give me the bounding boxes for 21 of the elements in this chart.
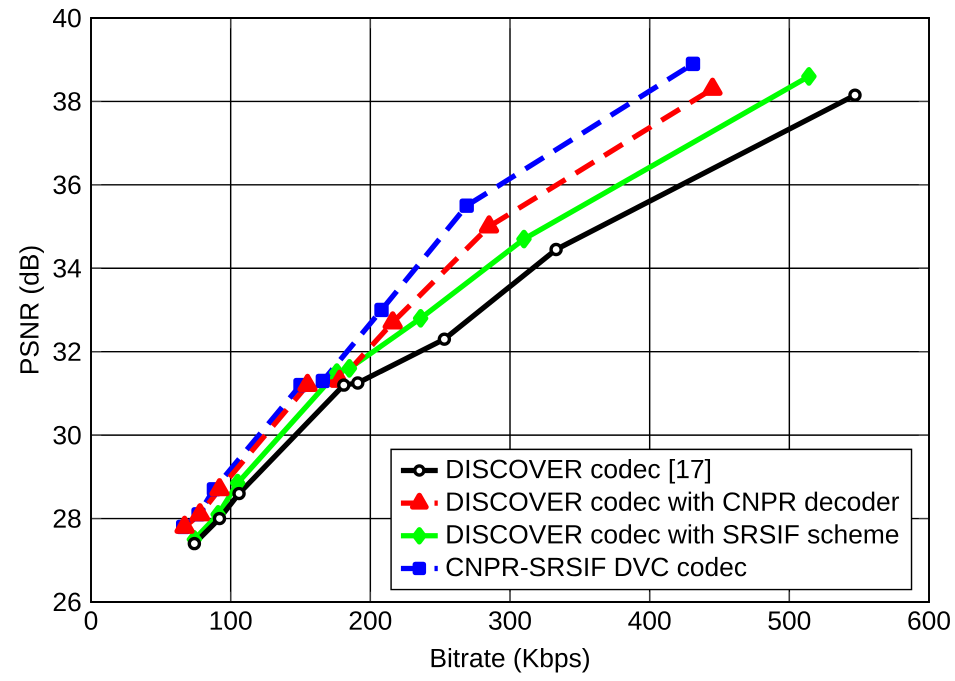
y-tick-label: 34 (53, 258, 81, 278)
y-axis-title: PSNR (dB) (19, 246, 44, 374)
x-tick-label: 600 (908, 611, 950, 630)
x-tick-label: 100 (210, 611, 252, 630)
y-tick-label: 38 (53, 92, 81, 111)
legend-label: DISCOVER codec with SRSIF scheme (447, 524, 898, 544)
x-tick-label: 500 (768, 611, 810, 630)
y-tick-label: 40 (53, 8, 81, 28)
x-tick-label: 300 (489, 611, 531, 630)
x-tick-label: 200 (350, 611, 392, 630)
y-tick-label: 26 (54, 592, 81, 612)
y-tick-label: 28 (54, 509, 81, 528)
x-tick-label: 0 (84, 611, 98, 630)
legend-label: DISCOVER codec with CNPR decoder (447, 492, 900, 511)
x-tick-label: 400 (628, 611, 671, 630)
legend-label: DISCOVER codec [17] (447, 458, 710, 484)
y-tick-label: 32 (53, 342, 80, 362)
x-axis-title: Bitrate (Kbps) (432, 648, 589, 673)
y-tick-label: 30 (53, 426, 81, 444)
legend-label: CNPR-SRSIF DVC codec (446, 556, 746, 576)
y-tick-label: 36 (53, 176, 81, 194)
